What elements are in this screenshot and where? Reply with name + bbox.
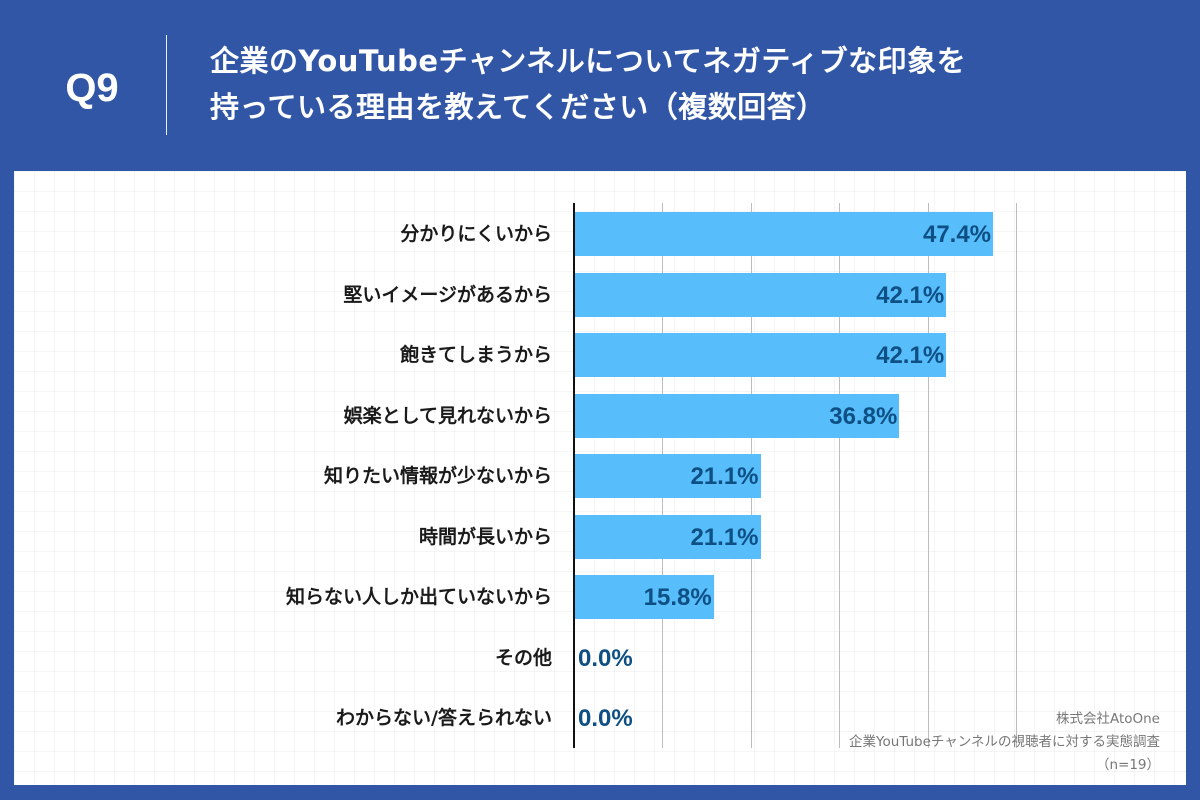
question-number: Q9 [65, 66, 119, 110]
bar-value-label: 47.4% [922, 221, 992, 248]
category-label: 時間が長いから [418, 525, 552, 548]
category-label: 堅いイメージがあるから [343, 283, 552, 306]
source-survey: 企業YouTubeチャンネルの視聴者に対する実態調査 [849, 734, 1160, 750]
bar-row: 知りたい情報が少ないから 21.1% [0, 454, 1200, 498]
bar-value-label: 42.1% [876, 281, 945, 309]
bar-row: 娯楽として見れないから 36.8% [0, 393, 1200, 438]
bar-value-label: 42.1% [876, 342, 945, 369]
bar-row: 分かりにくいから 47.4% [0, 212, 1200, 256]
y-axis-line [573, 203, 575, 748]
source-note: 株式会社AtoOne 企業YouTubeチャンネルの視聴者に対する実態調査 （n… [849, 708, 1160, 777]
bottom-border [0, 785, 1200, 800]
bar-row: その他 0.0% [0, 636, 1200, 680]
source-sample-size: （n=19） [1095, 757, 1160, 773]
bar [574, 272, 947, 317]
source-company: 株式会社AtoOne [1055, 711, 1160, 727]
category-label: 飽きてしまうから [399, 344, 552, 366]
bar [574, 333, 947, 377]
bar-row: わからない/答えられない 0.0% [0, 696, 1200, 740]
bar-value-label: 36.8% [829, 402, 898, 430]
bar [574, 212, 994, 256]
gridline [927, 203, 929, 748]
gridline [1016, 203, 1017, 748]
gridline [839, 203, 841, 748]
bar-value-label: 15.8% [643, 584, 712, 611]
category-label: 分かりにくいから [400, 223, 552, 245]
title-line-1: 企業のYouTubeチャンネルについてネガティブな印象を [210, 44, 967, 78]
category-label: 娯楽として見れないから [343, 404, 552, 427]
title-line-2: 持っている理由を教えてください（複数回答） [210, 90, 826, 124]
bar-value-label: 21.1% [690, 523, 759, 551]
category-label: わからない/答えられない [336, 707, 552, 729]
bar-row: 堅いイメージがあるから 42.1% [0, 272, 1200, 317]
category-label: 知りたい情報が少ないから [323, 465, 552, 487]
bar-row: 飽きてしまうから 42.1% [0, 333, 1200, 377]
category-label: 知らない人しか出ていないから [285, 586, 552, 608]
bar-value-label: 0.0% [578, 644, 633, 672]
bar-row: 時間が長いから 21.1% [0, 514, 1200, 559]
category-label: その他 [494, 646, 552, 669]
bar [574, 393, 900, 438]
bar [574, 454, 761, 498]
bar-value-label: 0.0% [578, 705, 633, 732]
bar-row: 知らない人しか出ていないから 15.8% [0, 575, 1200, 619]
bar [574, 575, 714, 619]
header-banner: Q9 企業のYouTubeチャンネルについてネガティブな印象を 持っている理由を… [0, 0, 1200, 170]
bar-value-label: 21.1% [690, 463, 759, 490]
question-title: 企業のYouTubeチャンネルについてネガティブな印象を 持っている理由を教えて… [210, 38, 1170, 130]
header-divider [166, 35, 167, 135]
bar [574, 514, 761, 559]
